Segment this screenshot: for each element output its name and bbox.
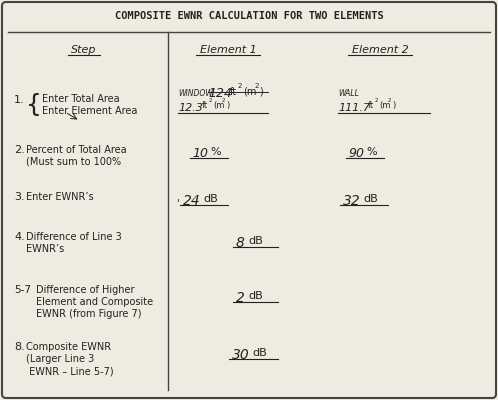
Text: ): ) [259, 87, 263, 97]
Text: 1.: 1. [14, 95, 24, 105]
Text: EWNR’s: EWNR’s [26, 244, 64, 254]
Text: (Must sum to 100%: (Must sum to 100% [26, 157, 121, 167]
Text: EWNR (from Figure 7): EWNR (from Figure 7) [36, 309, 141, 319]
Text: COMPOSITE EWNR CALCULATION FOR TWO ELEMENTS: COMPOSITE EWNR CALCULATION FOR TWO ELEME… [115, 11, 383, 21]
Text: %: % [210, 147, 221, 157]
Text: Enter EWNR’s: Enter EWNR’s [26, 192, 94, 202]
Text: 4.: 4. [14, 232, 25, 242]
Text: Difference of Line 3: Difference of Line 3 [26, 232, 122, 242]
Text: 124: 124 [208, 87, 232, 100]
Text: 5-7: 5-7 [14, 285, 31, 295]
Text: 24: 24 [183, 194, 201, 208]
Text: 3.: 3. [14, 192, 24, 202]
Text: dB: dB [248, 291, 263, 301]
Text: 2: 2 [222, 98, 226, 103]
Text: Step: Step [71, 45, 97, 55]
Text: ): ) [226, 101, 229, 110]
Text: 12.3: 12.3 [178, 103, 203, 113]
Text: EWNR – Line 5-7): EWNR – Line 5-7) [26, 366, 114, 376]
Text: 2.: 2. [14, 145, 25, 155]
Text: ft: ft [230, 87, 237, 97]
Text: 2: 2 [236, 291, 245, 305]
Text: 90: 90 [348, 147, 364, 160]
Text: Composite EWNR: Composite EWNR [26, 342, 111, 352]
Text: 2: 2 [238, 83, 243, 89]
Text: %: % [366, 147, 376, 157]
Text: (m: (m [243, 87, 256, 97]
Text: dB: dB [248, 236, 263, 246]
Text: WINDOW: WINDOW [178, 89, 213, 98]
Text: ): ) [392, 101, 395, 110]
Text: ft: ft [368, 101, 374, 110]
Text: (m: (m [213, 101, 225, 110]
Text: Enter Element Area: Enter Element Area [42, 106, 137, 116]
Text: 2: 2 [388, 98, 391, 103]
Text: 10: 10 [192, 147, 208, 160]
Text: 8: 8 [236, 236, 245, 250]
Text: ft: ft [202, 101, 208, 110]
Text: 111.7: 111.7 [338, 103, 370, 113]
Text: Difference of Higher: Difference of Higher [36, 285, 134, 295]
Text: WALL: WALL [338, 89, 359, 98]
Text: 30: 30 [232, 348, 250, 362]
Text: ,: , [176, 193, 179, 203]
Text: 2: 2 [375, 98, 378, 103]
Text: Element 2: Element 2 [352, 45, 408, 55]
Text: Element and Composite: Element and Composite [36, 297, 153, 307]
Text: dB: dB [363, 194, 378, 204]
Text: 2: 2 [209, 98, 213, 103]
Text: (m: (m [379, 101, 390, 110]
Text: Enter Total Area: Enter Total Area [42, 94, 120, 104]
Text: {: { [26, 93, 42, 117]
Text: Element 1: Element 1 [200, 45, 256, 55]
Text: 32: 32 [343, 194, 361, 208]
Text: dB: dB [203, 194, 218, 204]
Text: 8.: 8. [14, 342, 25, 352]
Text: Percent of Total Area: Percent of Total Area [26, 145, 126, 155]
Text: 2: 2 [255, 83, 259, 89]
Text: (Larger Line 3: (Larger Line 3 [26, 354, 94, 364]
Text: dB: dB [252, 348, 267, 358]
